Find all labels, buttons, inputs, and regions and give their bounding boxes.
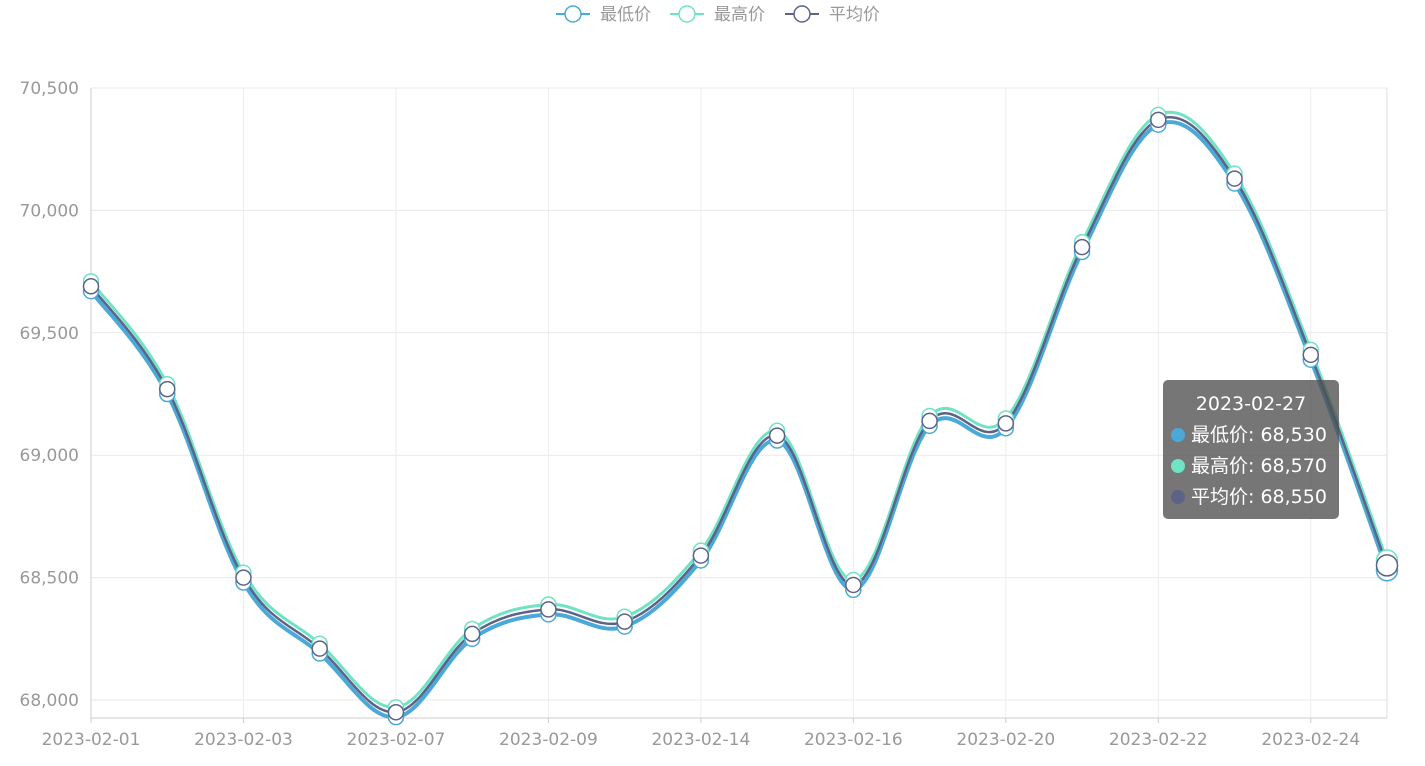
avg-price-point[interactable] bbox=[692, 547, 710, 564]
avg-price-point[interactable] bbox=[311, 640, 328, 657]
x-tick-label: 2023-02-24 bbox=[1261, 730, 1360, 750]
avg-price-point[interactable] bbox=[1150, 111, 1167, 129]
legend-item[interactable]: 最高价 bbox=[670, 5, 765, 25]
avg-price-point[interactable] bbox=[235, 569, 252, 586]
avg-price-point[interactable] bbox=[1226, 170, 1243, 187]
avg-price-point[interactable] bbox=[387, 703, 405, 721]
legend-label: 平均价 bbox=[829, 5, 880, 25]
avg-price-point[interactable] bbox=[540, 601, 557, 618]
avg-price-point[interactable] bbox=[768, 427, 786, 444]
x-tick-label: 2023-02-03 bbox=[194, 730, 293, 750]
y-tick-label: 68,500 bbox=[20, 569, 79, 589]
tooltip: 2023-02-27 最低价: 68,530 最高价: 68,570 平均价: … bbox=[1163, 380, 1339, 519]
legend-marker-icon bbox=[564, 5, 582, 23]
legend-label: 最高价 bbox=[714, 5, 765, 25]
avg-price-point[interactable] bbox=[616, 613, 633, 630]
low-series-dot-icon bbox=[1171, 428, 1185, 442]
avg-price-point[interactable] bbox=[845, 576, 862, 594]
x-tick-label: 2023-02-16 bbox=[804, 730, 903, 750]
y-tick-label: 69,000 bbox=[20, 446, 79, 466]
avg-series-dot-icon bbox=[1171, 490, 1185, 504]
x-tick-label: 2023-02-22 bbox=[1109, 730, 1208, 750]
tooltip-row-low: 最低价: 68,530 bbox=[1171, 420, 1331, 451]
tooltip-row-high-label: 最高价: 68,570 bbox=[1191, 455, 1327, 477]
x-tick-label: 2023-02-14 bbox=[651, 730, 750, 750]
tooltip-row-high: 最高价: 68,570 bbox=[1171, 451, 1331, 482]
avg-price-point[interactable] bbox=[997, 415, 1015, 432]
tooltip-row-low-label: 最低价: 68,530 bbox=[1191, 424, 1327, 446]
avg-price-point[interactable] bbox=[1302, 346, 1320, 364]
high-series-dot-icon bbox=[1171, 459, 1185, 473]
avg-price-point[interactable] bbox=[82, 278, 100, 295]
tooltip-row-avg-label: 平均价: 68,550 bbox=[1191, 486, 1327, 508]
avg-price-point[interactable] bbox=[463, 625, 481, 643]
avg-price-point[interactable] bbox=[921, 412, 938, 430]
y-tick-label: 70,000 bbox=[20, 201, 79, 221]
x-tick-label: 2023-02-09 bbox=[499, 730, 598, 750]
avg-price-point[interactable] bbox=[158, 380, 176, 398]
y-tick-label: 70,500 bbox=[20, 79, 79, 99]
x-tick-label: 2023-02-01 bbox=[42, 730, 141, 750]
axis-layer: 68,000 68,500 69,000 69,500 70,000 70,500 2023… bbox=[20, 79, 1388, 750]
legend-marker-icon bbox=[793, 5, 811, 23]
tooltip-row-avg: 平均价: 68,550 bbox=[1171, 482, 1331, 513]
legend-item[interactable]: 平均价 bbox=[785, 5, 880, 25]
y-tick-label: 69,500 bbox=[20, 324, 79, 344]
x-tick-label: 2023-02-07 bbox=[347, 730, 446, 750]
legend-marker-icon bbox=[678, 5, 696, 23]
y-tick-label: 68,000 bbox=[20, 691, 79, 711]
tooltip-title: 2023-02-27 bbox=[1195, 393, 1307, 415]
x-tick-label: 2023-02-20 bbox=[956, 730, 1055, 750]
avg-price-point[interactable] bbox=[1375, 554, 1399, 577]
points-layer bbox=[82, 106, 1399, 726]
legend-item[interactable]: 最低价 bbox=[556, 5, 651, 25]
legend[interactable]: 最低价 最高价 平均价 bbox=[556, 5, 880, 25]
avg-price-point[interactable] bbox=[1073, 238, 1091, 256]
legend-label: 最低价 bbox=[600, 5, 651, 25]
